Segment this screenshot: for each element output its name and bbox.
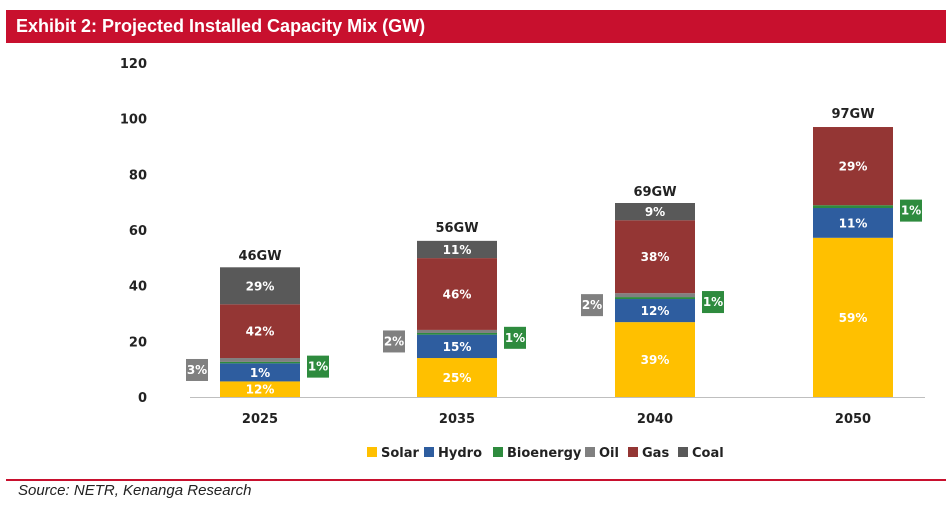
footer-divider (6, 479, 946, 481)
y-tick-label: 100 (120, 113, 147, 128)
bar-solar-2035 (417, 358, 497, 397)
legend: Solar Hydro Bioenergy Oil Gas Coal (367, 446, 724, 461)
segment-label: 29% (246, 279, 275, 293)
legend-label-gas: Gas (642, 446, 669, 461)
callout-box (504, 326, 526, 349)
segment-label: 38% (641, 250, 670, 264)
bar-hydro-2040 (615, 299, 695, 323)
segment-label: 9% (645, 205, 665, 219)
x-tick-label: 2025 (242, 412, 278, 427)
x-axis: 2025 2035 2040 2050 (190, 397, 925, 427)
bar-solar-2025 (220, 381, 300, 397)
segment-label: 11% (443, 243, 472, 257)
total-label: 56GW (435, 221, 478, 236)
segment-label: 12% (246, 383, 275, 397)
legend-label-bioenergy: Bioenergy (507, 446, 582, 461)
y-tick-label: 60 (129, 224, 147, 239)
callout-label: 1% (308, 360, 328, 374)
callout-box (186, 358, 208, 381)
bar-hydro-2035 (417, 334, 497, 359)
callout-box (702, 291, 724, 314)
x-tick-label: 2035 (439, 412, 475, 427)
callout-label: 1% (505, 331, 525, 345)
bar-hydro-2050 (813, 208, 893, 238)
bar-oil-2025 (220, 358, 300, 362)
callout-box (900, 199, 922, 222)
legend-swatch-bioenergy (493, 447, 503, 457)
bar-bioenergy-2050 (813, 205, 893, 209)
segment-label: 1% (250, 366, 270, 380)
legend-swatch-coal (678, 447, 688, 457)
bar-hydro-2025 (220, 363, 300, 382)
y-tick-label: 120 (120, 57, 147, 72)
callout-label: 1% (703, 295, 723, 309)
bar-gas-2040 (615, 220, 695, 294)
bar-gas-2050 (813, 127, 893, 206)
segment-label: 11% (839, 216, 868, 230)
total-label: 46GW (238, 249, 281, 264)
legend-swatch-oil (585, 447, 595, 457)
legend-label-oil: Oil (599, 446, 619, 461)
bar-oil-2035 (417, 329, 497, 333)
segment-label: 25% (443, 371, 472, 385)
segment-label: 39% (641, 353, 670, 367)
legend-label-hydro: Hydro (438, 446, 482, 461)
y-tick-label: 40 (129, 280, 147, 295)
segment-label: 29% (839, 160, 868, 174)
segment-label: 12% (641, 304, 670, 318)
bars (220, 127, 893, 397)
chart-title: Exhibit 2: Projected Installed Capacity … (16, 16, 426, 36)
bar-coal-2025 (220, 267, 300, 305)
bar-solar-2040 (615, 322, 695, 397)
bar-coal-2040 (615, 203, 695, 221)
legend-swatch-solar (367, 447, 377, 457)
y-tick-label: 20 (129, 335, 147, 350)
legend-label-coal: Coal (692, 446, 724, 461)
total-label: 97GW (831, 107, 874, 122)
data-labels: 12% 1% 42% 29% 1% 3% 46GW 25% 15% 46% 11% 1% 2% 56GW 3… (186, 107, 922, 397)
bar-bioenergy-2040 (615, 297, 695, 300)
callout-box (307, 355, 329, 378)
segment-label: 59% (839, 311, 868, 325)
bar-bioenergy-2035 (417, 332, 497, 335)
bar-solar-2050 (813, 237, 893, 397)
bar-gas-2025 (220, 304, 300, 359)
y-tick-label: 0 (138, 391, 147, 406)
y-axis: 0 20 40 60 80 100 120 (120, 57, 147, 406)
source-note: Source: NETR, Kenanga Research (18, 482, 252, 499)
bar-bioenergy-2025 (220, 361, 300, 364)
total-label: 69GW (633, 185, 676, 200)
callout-label: 1% (901, 204, 921, 218)
legend-swatch-gas (628, 447, 638, 457)
callout-box (581, 294, 603, 317)
exhibit-header: Exhibit 2: Projected Installed Capacity … (6, 10, 946, 43)
callout-label: 2% (384, 334, 404, 348)
x-tick-label: 2040 (637, 412, 673, 427)
callout-label: 2% (582, 298, 602, 312)
bar-oil-2040 (615, 293, 695, 298)
x-tick-label: 2050 (835, 412, 871, 427)
legend-swatch-hydro (424, 447, 434, 457)
callout-label: 3% (187, 363, 207, 377)
segment-label: 15% (443, 340, 472, 354)
legend-label-solar: Solar (381, 446, 420, 461)
callout-box (383, 330, 405, 353)
y-tick-label: 80 (129, 168, 147, 183)
segment-label: 42% (246, 325, 275, 339)
segment-label: 46% (443, 288, 472, 302)
bar-coal-2035 (417, 240, 497, 259)
bar-gas-2035 (417, 258, 497, 330)
